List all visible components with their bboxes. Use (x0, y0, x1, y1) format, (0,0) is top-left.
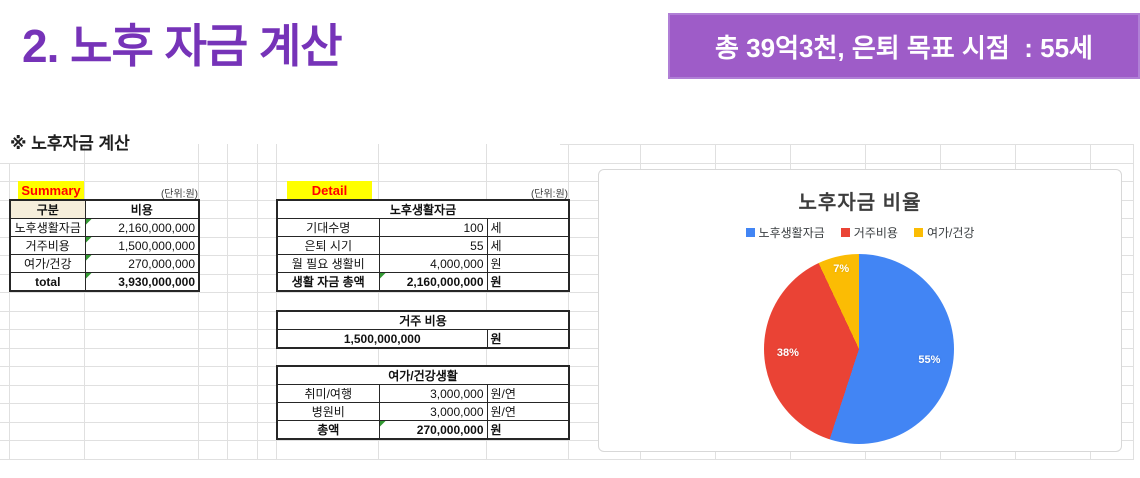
gridline (276, 144, 277, 459)
chart-legend: 노후생활자금 거주비용 여가/건강 (599, 224, 1121, 241)
legend-item-life[interactable]: 노후생활자금 (745, 224, 825, 241)
summary-total-label[interactable]: total (9, 272, 86, 292)
summary-row-value[interactable]: 2,160,000,000 (84, 218, 200, 237)
gridline (0, 458, 1134, 460)
gridline (560, 144, 1134, 145)
leisure-total-label[interactable]: 총액 (276, 420, 380, 440)
gridline (486, 144, 487, 459)
summary-table: 구분 비용 노후생활자금 2,160,000,000 거주비용 1,500,00… (9, 199, 200, 292)
leisure-total-value[interactable]: 270,000,000 (378, 420, 488, 440)
life-row-label[interactable]: 기대수명 (276, 218, 380, 237)
gridline (568, 144, 569, 459)
formula-flag-icon (86, 237, 92, 243)
gridline (0, 292, 1134, 293)
life-total-label[interactable]: 생활 자금 총액 (276, 272, 380, 292)
detail-tag-cell[interactable]: Detail (287, 181, 372, 199)
detail-housing-table: 거주 비용 1,500,000,000 원 (276, 310, 570, 349)
pie-percent-label: 38% (776, 347, 799, 360)
summary-tag-cell[interactable]: Summary (18, 181, 84, 199)
summary-header-gubun[interactable]: 구분 (9, 199, 86, 219)
gridline (378, 144, 379, 459)
legend-label: 여가/건강 (926, 226, 975, 240)
detail-life-table: 노후생활자금 기대수명 100 세 은퇴 시기 55 세 월 필요 생활비 4,… (276, 199, 570, 292)
life-total-unit[interactable]: 원 (486, 272, 570, 292)
formula-flag-icon (380, 273, 386, 279)
life-row-value[interactable]: 4,000,000 (378, 254, 488, 273)
legend-item-leisure[interactable]: 여가/건강 (913, 224, 975, 241)
life-total-value[interactable]: 2,160,000,000 (378, 272, 488, 292)
gridline (198, 144, 199, 459)
summary-row-value[interactable]: 1,500,000,000 (84, 236, 200, 255)
gridline (1133, 144, 1134, 459)
formula-flag-icon (86, 219, 92, 225)
life-row-unit[interactable]: 세 (486, 218, 570, 237)
leisure-row-value[interactable]: 3,000,000 (378, 402, 488, 421)
life-row-unit[interactable]: 세 (486, 236, 570, 255)
formula-flag-icon (380, 421, 386, 427)
detail-unit-note[interactable]: (단위:원) (530, 189, 568, 200)
summary-row-value[interactable]: 270,000,000 (84, 254, 200, 273)
gridline (84, 144, 85, 459)
gridline (227, 144, 228, 459)
summary-row-label[interactable]: 거주비용 (9, 236, 86, 255)
gridline (257, 144, 258, 459)
housing-table-header[interactable]: 거주 비용 (276, 310, 570, 330)
legend-swatch-icon (913, 228, 923, 237)
pie-chart[interactable]: 노후자금 비율 노후생활자금 거주비용 여가/건강 55% 38% 7% (598, 169, 1122, 452)
pie-percent-label: 7% (833, 263, 850, 276)
leisure-total-unit[interactable]: 원 (486, 420, 570, 440)
summary-unit-note[interactable]: (단위:원) (160, 189, 198, 200)
summary-row-label[interactable]: 여가/건강 (9, 254, 86, 273)
leisure-row-label[interactable]: 병원비 (276, 402, 380, 421)
life-row-value[interactable]: 100 (378, 218, 488, 237)
gridline (0, 162, 1134, 164)
summary-row-label[interactable]: 노후생활자금 (9, 218, 86, 237)
pie-percent-label: 55% (918, 354, 941, 367)
leisure-row-unit[interactable]: 원/연 (486, 384, 570, 403)
gridline (0, 440, 1134, 441)
formula-flag-icon (86, 273, 92, 279)
summary-total-value[interactable]: 3,930,000,000 (84, 272, 200, 292)
pie-graphic[interactable]: 55% 38% 7% (764, 254, 954, 444)
legend-swatch-icon (840, 228, 850, 237)
legend-label: 거주비용 (853, 226, 898, 240)
page-title: 2. 노후 자금 계산 (22, 20, 343, 72)
formula-flag-icon (86, 255, 92, 261)
section-title: ※ 노후자금 계산 (10, 134, 130, 153)
housing-value[interactable]: 1,500,000,000 (276, 329, 488, 349)
leisure-row-label[interactable]: 취미/여행 (276, 384, 380, 403)
life-row-value[interactable]: 55 (378, 236, 488, 255)
legend-label: 노후생활자금 (758, 226, 825, 240)
chart-title: 노후자금 비율 (798, 192, 922, 214)
summary-header-cost[interactable]: 비용 (84, 199, 200, 219)
life-row-label[interactable]: 월 필요 생활비 (276, 254, 380, 273)
gridline (0, 181, 1134, 182)
life-table-header[interactable]: 노후생활자금 (276, 199, 570, 219)
headline-badge: 총 39억3천, 은퇴 목표 시점 : 55세 (668, 13, 1140, 79)
legend-item-housing[interactable]: 거주비용 (840, 224, 898, 241)
detail-leisure-table: 여가/건강생활 취미/여행 3,000,000 원/연 병원비 3,000,00… (276, 365, 570, 440)
leisure-table-header[interactable]: 여가/건강생활 (276, 365, 570, 385)
life-row-unit[interactable]: 원 (486, 254, 570, 273)
life-row-label[interactable]: 은퇴 시기 (276, 236, 380, 255)
leisure-row-value[interactable]: 3,000,000 (378, 384, 488, 403)
housing-unit[interactable]: 원 (486, 329, 570, 349)
legend-swatch-icon (745, 228, 755, 237)
leisure-row-unit[interactable]: 원/연 (486, 402, 570, 421)
